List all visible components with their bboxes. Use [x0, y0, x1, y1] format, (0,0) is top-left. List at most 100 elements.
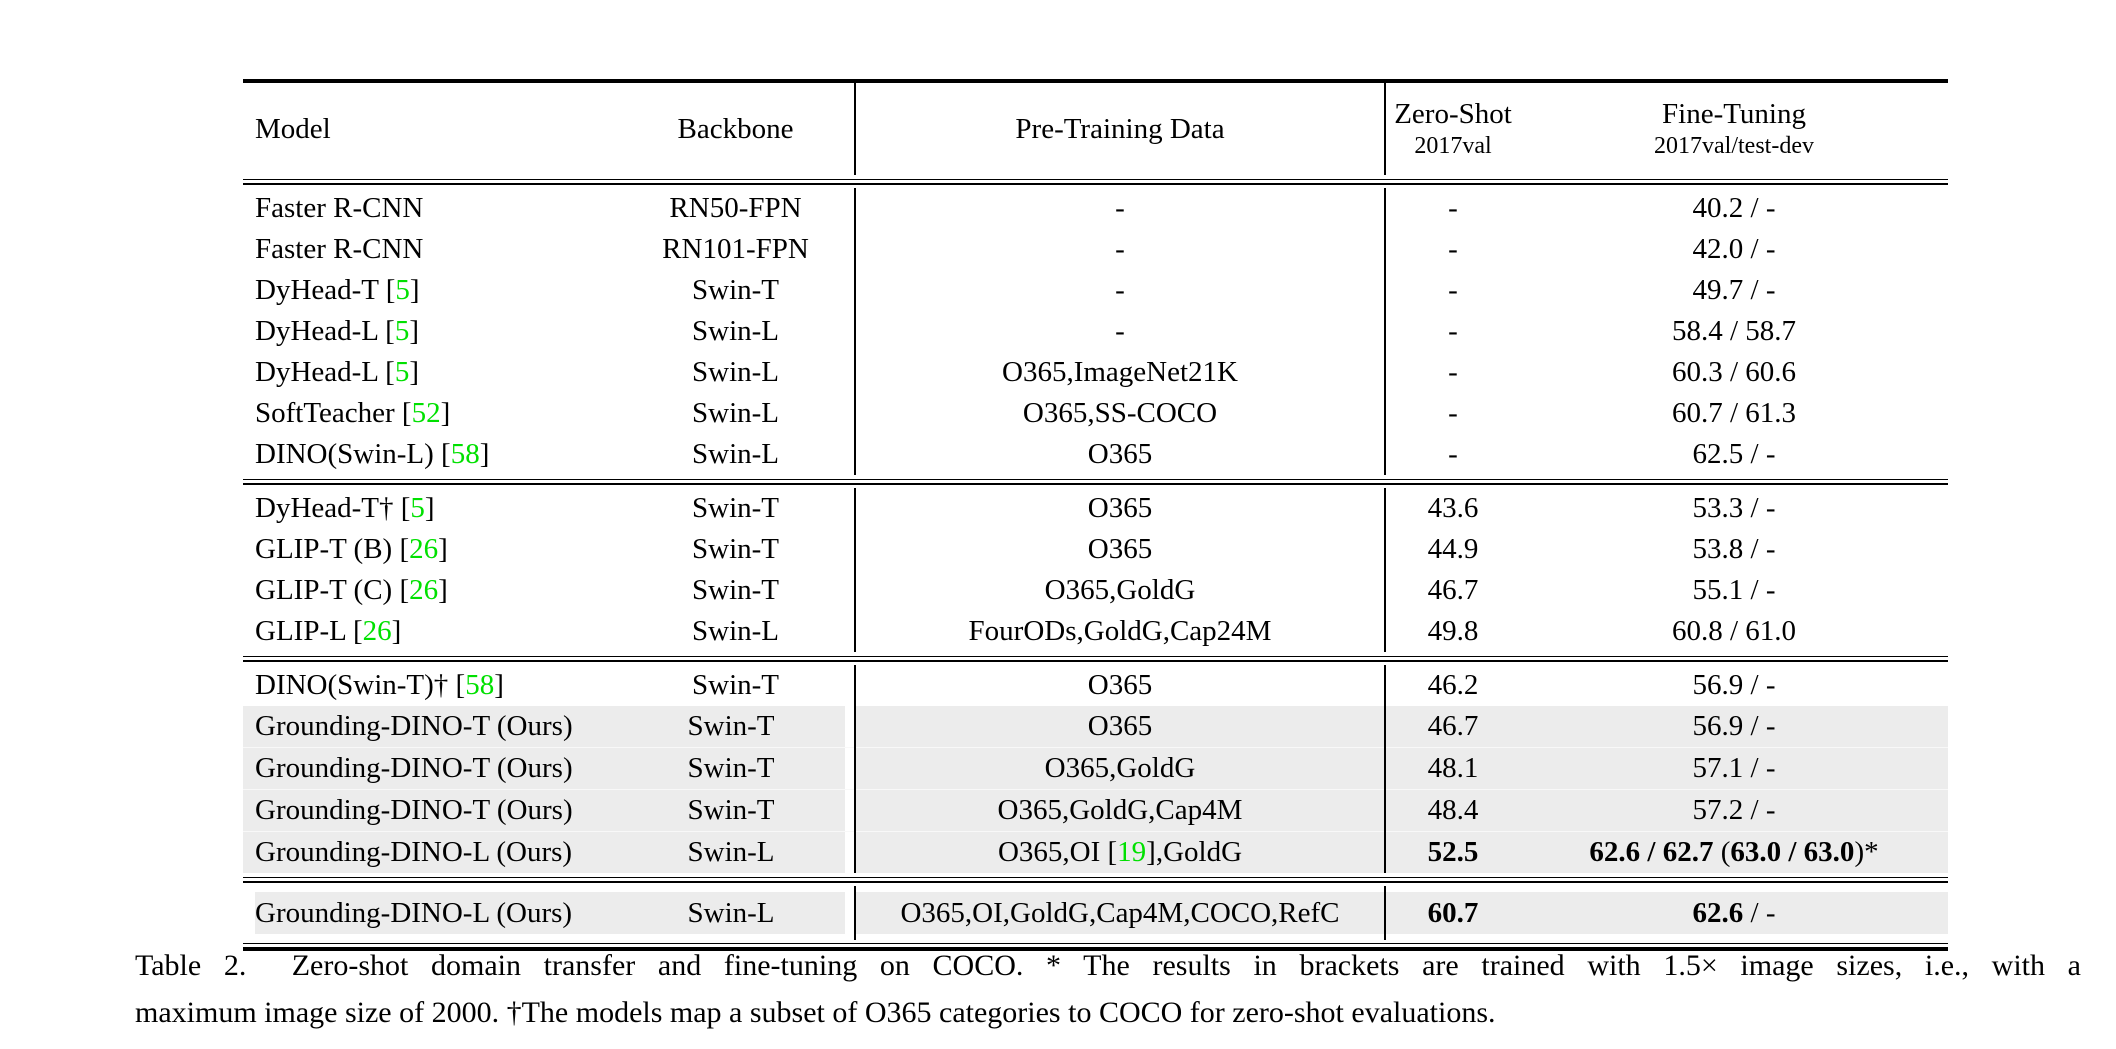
cell-text: - — [1448, 192, 1458, 224]
results-table-grid: Model Backbone Pre-Training Data Zero-Sh… — [243, 78, 1948, 953]
caption-line-2: maximum image size of 2000. †The models … — [135, 996, 1496, 1029]
cell-text: )* — [1854, 836, 1879, 868]
cell-pretrain: - — [855, 229, 1386, 270]
cell-model: DINO(Swin-L) [58] — [243, 434, 617, 475]
cell-text: ] — [409, 356, 420, 388]
cell-text: - — [1448, 356, 1458, 388]
cell-text: 46.2 — [1427, 669, 1479, 701]
cell-pretrain: O365,OI [19],GoldG — [855, 831, 1386, 873]
cell-text: 60.7 — [1427, 897, 1479, 929]
cell-zero-shot: 43.6 — [1385, 488, 1520, 529]
table-row: Grounding-DINO-L (Ours) Swin-L O365,OI [19… — [243, 831, 1948, 873]
cell-text: - — [1448, 315, 1458, 347]
cell-backbone: Swin-L — [617, 611, 856, 652]
cell-fine-tuning: 42.0 / - — [1520, 229, 1948, 270]
cell-text: ] — [424, 492, 435, 524]
zero-shot-subtitle: 2017val — [1414, 133, 1492, 159]
cell-text: GLIP-L [ — [255, 615, 363, 647]
col-header-pretrain: Pre-Training Data — [855, 83, 1386, 175]
citation-number: 5 — [410, 492, 425, 524]
table-header-row: Model Backbone Pre-Training Data Zero-Sh… — [243, 83, 1948, 175]
cell-backbone: RN101-FPN — [617, 229, 856, 270]
cell-text: ] — [409, 315, 420, 347]
cell-text: ( — [1713, 836, 1731, 868]
cell-text: 49.7 / - — [1692, 274, 1776, 306]
cell-text: Grounding-DINO-L (Ours) — [255, 836, 573, 868]
cell-pretrain: - — [855, 311, 1386, 352]
cell-model: DyHead-L [5] — [243, 311, 617, 352]
caption-line-1: Table 2. Zero-shot domain transfer and f… — [135, 949, 2081, 982]
section-separator-rule — [243, 652, 1948, 665]
cell-pretrain: O365,GoldG,Cap4M — [855, 789, 1386, 832]
cell-text: 60.3 / 60.6 — [1671, 356, 1797, 388]
cell-text: O365,GoldG — [1044, 574, 1196, 606]
cell-zero-shot: 49.8 — [1385, 611, 1520, 652]
cell-model: GLIP-T (B) [26] — [243, 529, 617, 570]
table-top-rule — [243, 78, 1948, 83]
cell-model: DyHead-L [5] — [243, 352, 617, 393]
cell-text: 43.6 — [1427, 492, 1479, 524]
cell-fine-tuning: 58.4 / 58.7 — [1520, 311, 1948, 352]
cell-text: 62.6 — [1692, 897, 1744, 929]
cell-text: 53.8 / - — [1692, 533, 1776, 565]
cell-text: Swin-T — [692, 533, 779, 565]
cell-backbone: Swin-L — [617, 311, 856, 352]
cell-text: DyHead-L [ — [255, 315, 395, 347]
cell-backbone: Swin-T — [617, 570, 856, 611]
table-row: GLIP-T (B) [26] Swin-T O365 44.9 53.8 / - — [243, 529, 1948, 570]
cell-text: Grounding-DINO-T (Ours) — [255, 794, 573, 826]
cell-fine-tuning: 56.9 / - — [1520, 706, 1948, 748]
col-header-zero-shot: Zero-Shot 2017val — [1385, 83, 1520, 175]
cell-backbone: RN50-FPN — [617, 188, 856, 229]
fine-tuning-subtitle: 2017val/test-dev — [1654, 133, 1814, 159]
cell-zero-shot: 48.1 — [1385, 747, 1520, 790]
cell-text: Swin-L — [692, 397, 779, 429]
cell-zero-shot: - — [1385, 311, 1520, 352]
cell-fine-tuning: 57.1 / - — [1520, 747, 1948, 790]
cell-pretrain: O365,ImageNet21K — [855, 352, 1386, 393]
cell-pretrain: O365,GoldG — [855, 747, 1386, 790]
cell-fine-tuning: 62.6 / - — [1520, 886, 1948, 940]
fine-tuning-title: Fine-Tuning — [1662, 98, 1806, 130]
cell-model: Grounding-DINO-T (Ours) — [243, 747, 617, 790]
cell-pretrain: O365 — [855, 665, 1386, 706]
cell-backbone: Swin-T — [617, 789, 856, 832]
cell-text: O365 — [1087, 533, 1153, 565]
cell-text: 56.9 / - — [1692, 710, 1776, 742]
cell-text: - — [1448, 274, 1458, 306]
cell-text: O365,ImageNet21K — [1002, 356, 1238, 388]
cell-text: GLIP-T (B) [ — [255, 533, 410, 565]
cell-text: - — [1448, 233, 1458, 265]
cell-pretrain: - — [855, 270, 1386, 311]
cell-pretrain: O365,OI,GoldG,Cap4M,COCO,RefC — [855, 886, 1386, 940]
cell-text: 48.1 — [1427, 752, 1479, 784]
cell-text: Swin-T — [692, 669, 779, 701]
cell-text: DINO(Swin-T)† [ — [255, 669, 466, 701]
cell-zero-shot: - — [1385, 188, 1520, 229]
table-row: DINO(Swin-L) [58] Swin-L O365 - 62.5 / - — [243, 434, 1948, 475]
cell-fine-tuning: 55.1 / - — [1520, 570, 1948, 611]
cell-text: Faster R-CNN — [255, 192, 424, 224]
cell-text: 63.0 / 63.0 — [1730, 836, 1855, 868]
cell-text: Swin-T — [687, 710, 775, 742]
cell-backbone: Swin-T — [617, 747, 856, 790]
cell-zero-shot: - — [1385, 352, 1520, 393]
header-bottom-rule — [243, 175, 1948, 188]
cell-model: Faster R-CNN — [243, 229, 617, 270]
cell-model: GLIP-T (C) [26] — [243, 570, 617, 611]
cell-text: Swin-L — [687, 897, 775, 929]
cell-zero-shot: 46.7 — [1385, 570, 1520, 611]
cell-text: / - — [1743, 897, 1776, 929]
citation-number: 26 — [362, 615, 392, 647]
cell-fine-tuning: 60.3 / 60.6 — [1520, 352, 1948, 393]
cell-text: ] — [409, 274, 420, 306]
cell-fine-tuning: 62.5 / - — [1520, 434, 1948, 475]
cell-text: 56.9 / - — [1692, 669, 1776, 701]
citation-number: 5 — [395, 274, 410, 306]
cell-text: 52.5 — [1427, 836, 1479, 868]
cell-model: Grounding-DINO-L (Ours) — [243, 831, 617, 873]
cell-fine-tuning: 62.6 / 62.7 (63.0 / 63.0)* — [1520, 831, 1948, 873]
cell-text: Swin-L — [687, 836, 775, 868]
cell-text: - — [1448, 397, 1458, 429]
